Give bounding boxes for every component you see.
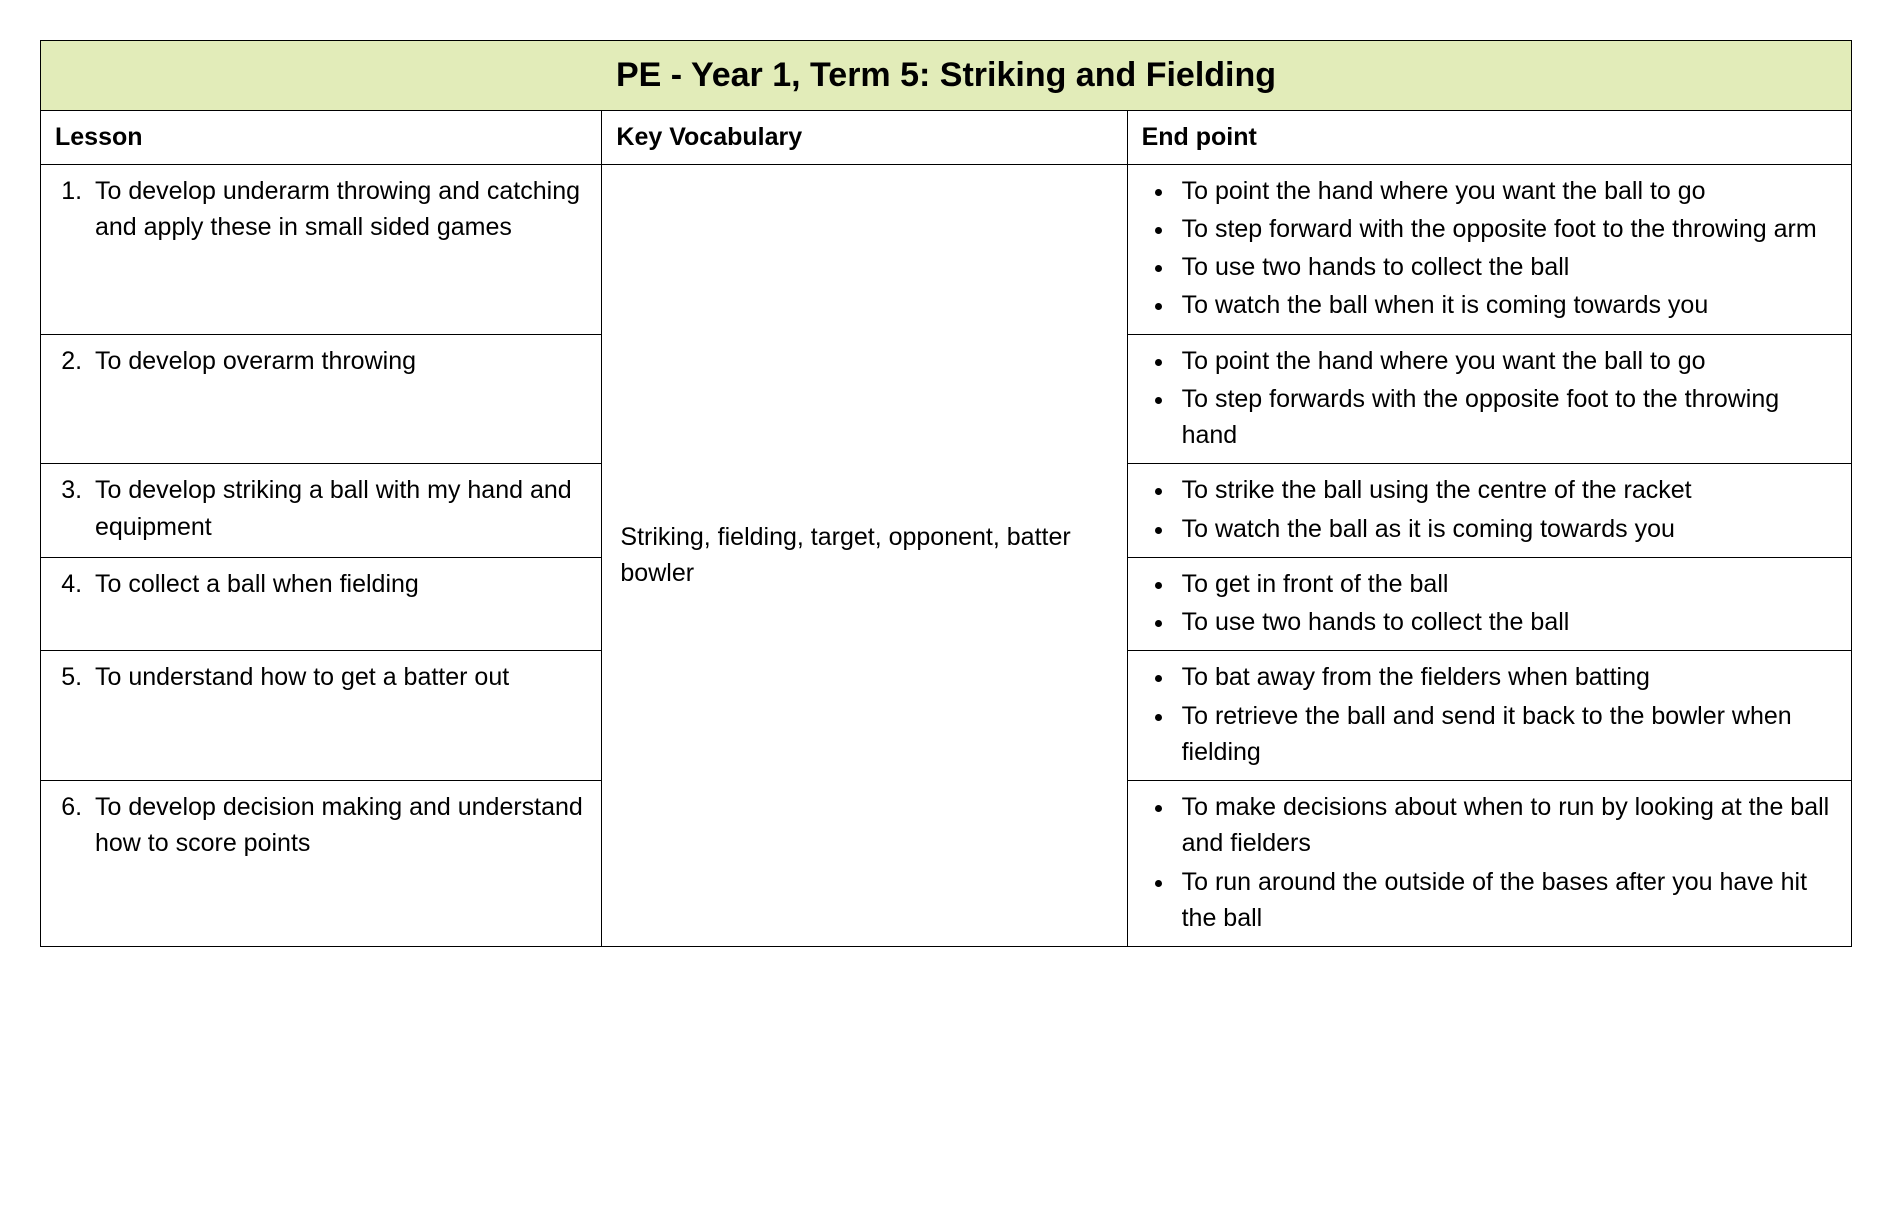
endpoint-item: To get in front of the ball <box>1176 566 1837 602</box>
vocab-cell: Striking, fielding, target, opponent, ba… <box>602 164 1127 947</box>
table-row: To develop underarm throwing and catchin… <box>41 164 1852 334</box>
endpoint-item: To retrieve the ball and send it back to… <box>1176 698 1837 771</box>
endpoint-list: To make decisions about when to run by l… <box>1142 789 1837 936</box>
endpoint-item: To use two hands to collect the ball <box>1176 604 1837 640</box>
lesson-cell: To collect a ball when fielding <box>41 557 602 651</box>
endpoint-item: To run around the outside of the bases a… <box>1176 864 1837 937</box>
table-body: PE - Year 1, Term 5: Striking and Fieldi… <box>41 41 1852 947</box>
endpoint-item: To use two hands to collect the ball <box>1176 249 1837 285</box>
lesson-item: To develop overarm throwing <box>89 343 587 379</box>
endpoint-item: To point the hand where you want the bal… <box>1176 343 1837 379</box>
curriculum-table: PE - Year 1, Term 5: Striking and Fieldi… <box>40 40 1852 947</box>
lesson-cell: To develop overarm throwing <box>41 334 602 464</box>
lesson-list: To understand how to get a batter out <box>55 659 587 695</box>
endpoint-list: To bat away from the fielders when batti… <box>1142 659 1837 770</box>
endpoint-item: To step forwards with the opposite foot … <box>1176 381 1837 454</box>
endpoint-list: To point the hand where you want the bal… <box>1142 173 1837 324</box>
endpoint-item: To bat away from the fielders when batti… <box>1176 659 1837 695</box>
endpoint-cell: To point the hand where you want the bal… <box>1127 164 1851 334</box>
endpoint-item: To step forward with the opposite foot t… <box>1176 211 1837 247</box>
endpoint-list: To get in front of the ballTo use two ha… <box>1142 566 1837 641</box>
title-row: PE - Year 1, Term 5: Striking and Fieldi… <box>41 41 1852 111</box>
lesson-list: To develop decision making and understan… <box>55 789 587 862</box>
lesson-cell: To develop underarm throwing and catchin… <box>41 164 602 334</box>
endpoint-item: To make decisions about when to run by l… <box>1176 789 1837 862</box>
header-lesson: Lesson <box>41 111 602 164</box>
header-endpoint: End point <box>1127 111 1851 164</box>
lesson-item: To develop decision making and understan… <box>89 789 587 862</box>
endpoint-item: To point the hand where you want the bal… <box>1176 173 1837 209</box>
lesson-list: To develop underarm throwing and catchin… <box>55 173 587 246</box>
header-row: Lesson Key Vocabulary End point <box>41 111 1852 164</box>
endpoint-cell: To bat away from the fielders when batti… <box>1127 651 1851 781</box>
lesson-item: To develop underarm throwing and catchin… <box>89 173 587 246</box>
lesson-cell: To develop decision making and understan… <box>41 781 602 947</box>
lesson-cell: To develop striking a ball with my hand … <box>41 464 602 558</box>
endpoint-cell: To make decisions about when to run by l… <box>1127 781 1851 947</box>
lesson-item: To understand how to get a batter out <box>89 659 587 695</box>
header-vocab: Key Vocabulary <box>602 111 1127 164</box>
endpoint-item: To watch the ball when it is coming towa… <box>1176 287 1837 323</box>
endpoint-cell: To point the hand where you want the bal… <box>1127 334 1851 464</box>
endpoint-item: To strike the ball using the centre of t… <box>1176 472 1837 508</box>
endpoint-list: To point the hand where you want the bal… <box>1142 343 1837 454</box>
lesson-list: To develop overarm throwing <box>55 343 587 379</box>
endpoint-cell: To strike the ball using the centre of t… <box>1127 464 1851 558</box>
lesson-item: To develop striking a ball with my hand … <box>89 472 587 545</box>
lesson-list: To collect a ball when fielding <box>55 566 587 602</box>
lesson-list: To develop striking a ball with my hand … <box>55 472 587 545</box>
table-title: PE - Year 1, Term 5: Striking and Fieldi… <box>41 41 1852 111</box>
endpoint-item: To watch the ball as it is coming toward… <box>1176 511 1837 547</box>
lesson-item: To collect a ball when fielding <box>89 566 587 602</box>
endpoint-cell: To get in front of the ballTo use two ha… <box>1127 557 1851 651</box>
endpoint-list: To strike the ball using the centre of t… <box>1142 472 1837 547</box>
lesson-cell: To understand how to get a batter out <box>41 651 602 781</box>
